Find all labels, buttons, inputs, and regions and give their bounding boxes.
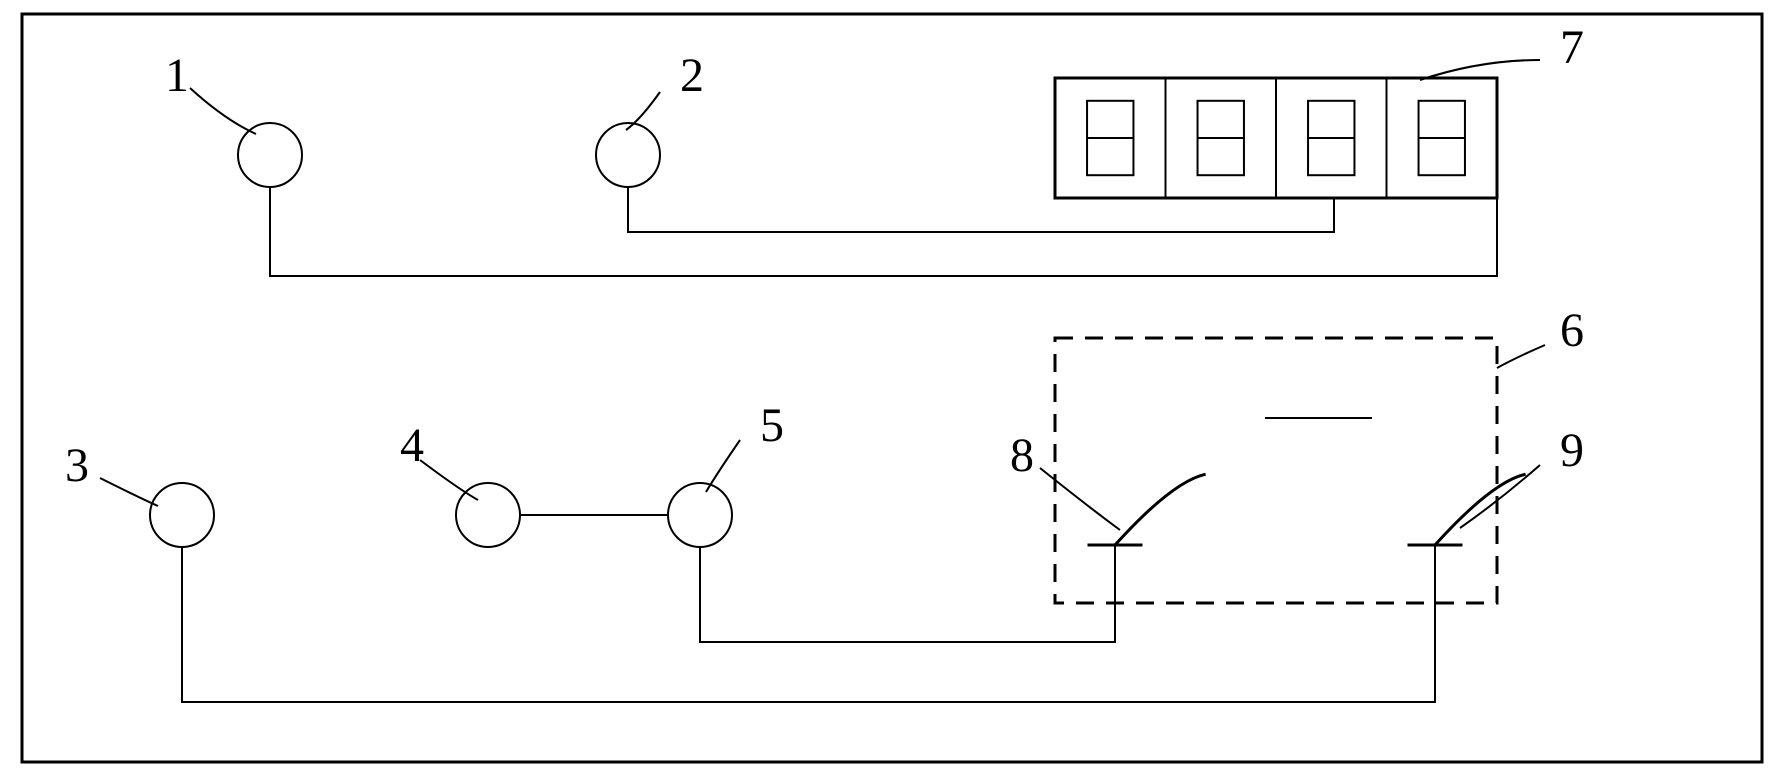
label-5: 5: [760, 399, 784, 452]
canvas-bg: [0, 0, 1784, 776]
node-c5: [668, 483, 732, 547]
label-2: 2: [680, 49, 704, 102]
label-4: 4: [400, 419, 424, 472]
label-6: 6: [1560, 304, 1584, 357]
label-9: 9: [1560, 424, 1584, 477]
label-8: 8: [1010, 429, 1034, 482]
display-block: [1055, 78, 1497, 198]
label-7: 7: [1560, 21, 1584, 74]
node-c3: [150, 483, 214, 547]
label-3: 3: [65, 439, 89, 492]
node-c1: [238, 123, 302, 187]
node-c2: [596, 123, 660, 187]
label-1: 1: [165, 49, 189, 102]
